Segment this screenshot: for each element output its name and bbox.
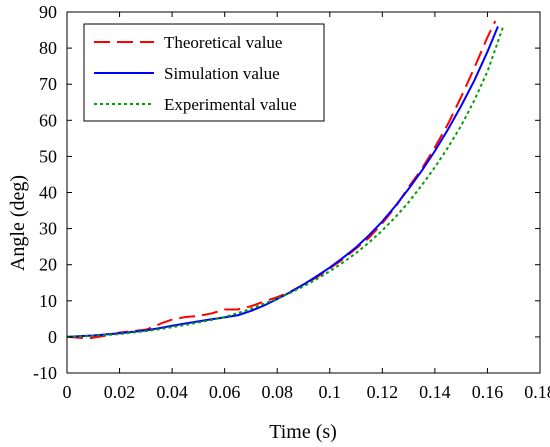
y-tick-label: 40 — [39, 183, 57, 203]
x-tick-label: 0.14 — [419, 382, 451, 402]
y-axis-label: Angle (deg) — [7, 175, 29, 271]
x-tick-label: 0.06 — [209, 382, 241, 402]
x-tick-label: 0.12 — [367, 382, 399, 402]
x-tick-label: 0.16 — [472, 382, 504, 402]
x-tick-label: 0.08 — [261, 382, 293, 402]
ticks-layer: 0 0.02 0.04 0.06 0.08 0.1 0.12 0.14 0.16 0.18 -10 0… — [33, 2, 550, 402]
legend-label-2: Simulation value — [164, 64, 280, 83]
y-tick-label: 0 — [48, 327, 57, 347]
y-tick-label: 70 — [39, 74, 57, 94]
y-tick-label: 20 — [39, 255, 57, 275]
x-tick-label: 0.1 — [319, 382, 342, 402]
x-tick-label: 0 — [63, 382, 72, 402]
series-layer — [66, 20, 505, 340]
y-tick-label: 60 — [39, 110, 57, 130]
y-tick-label: 10 — [39, 291, 57, 311]
series-line-3 — [66, 26, 505, 338]
legend-label-3: Experimental value — [164, 95, 297, 114]
y-tick-label: 50 — [39, 146, 57, 166]
y-tick-label: 90 — [39, 2, 57, 22]
x-tick-label: 0.02 — [104, 382, 136, 402]
legend: Theoretical value Simulation value Experim… — [83, 23, 325, 122]
y-tick-label: -10 — [33, 363, 57, 383]
x-axis-label: Time (s) — [269, 421, 337, 443]
y-tick-label: 80 — [39, 38, 57, 58]
y-tick-label: 30 — [39, 219, 57, 239]
series-line-1 — [66, 20, 497, 340]
x-tick-label: 0.04 — [156, 382, 188, 402]
legend-label-1: Theoretical value — [164, 33, 282, 52]
x-tick-label: 0.18 — [524, 382, 550, 402]
